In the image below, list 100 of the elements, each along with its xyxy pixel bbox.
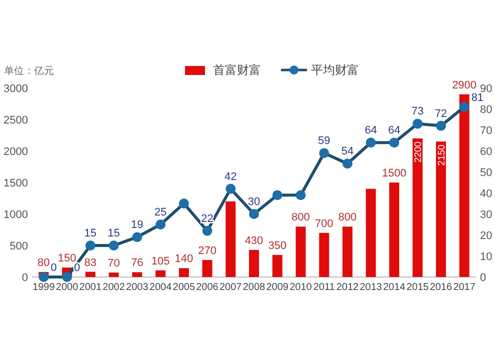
y2-tick-label: 20: [480, 230, 492, 242]
data-label: 64: [388, 124, 400, 137]
data-label: 73: [411, 106, 424, 118]
data-label: 800: [292, 212, 310, 224]
x-tick-label: 2008: [242, 282, 266, 293]
bar: [389, 182, 400, 277]
x-tick-label: 2013: [360, 282, 382, 293]
point: [156, 220, 166, 230]
y2-tick-label: 80: [480, 104, 492, 116]
point: [319, 148, 330, 158]
data-label: 80: [38, 256, 50, 269]
bar: [319, 232, 330, 277]
x-tick-label: 2002: [102, 282, 126, 293]
x-tick-label: 2001: [79, 282, 102, 293]
bar: [132, 272, 142, 277]
data-label: 54: [341, 146, 354, 158]
y-tick-label: 0: [22, 272, 28, 284]
x-tick-label: 2012: [336, 282, 360, 293]
data-label: 140: [174, 253, 194, 266]
data-label: 700: [314, 218, 334, 230]
data-label: 0: [74, 262, 80, 274]
data-label: 59: [318, 135, 330, 148]
x-tick-label: 2010: [290, 282, 312, 293]
y2-tick-label: 60: [480, 146, 492, 158]
bar: [342, 226, 352, 277]
legend-label: 首富财富: [213, 63, 261, 77]
bar: [412, 138, 423, 277]
y-tick-label: 1000: [4, 209, 28, 221]
data-label: 15: [84, 228, 97, 240]
bar: [202, 260, 212, 277]
data-label: 19: [131, 219, 144, 232]
data-label: 2200: [413, 141, 424, 163]
point: [412, 118, 423, 129]
x-tick-label: 2016: [430, 282, 453, 293]
data-label: 150: [58, 252, 76, 265]
point: [249, 209, 259, 219]
x-tick-label: 2017: [453, 282, 476, 293]
point: [108, 240, 119, 250]
y2-tick-label: 10: [480, 251, 492, 263]
y-tick-label: 2500: [4, 114, 28, 126]
x-tick-label: 2000: [56, 282, 79, 293]
point: [85, 240, 96, 250]
point: [272, 190, 282, 200]
bar: [436, 142, 446, 277]
data-label: 105: [151, 255, 170, 268]
data-label: 64: [364, 124, 377, 137]
bar: [459, 94, 470, 277]
y2-tick-label: 30: [480, 209, 492, 221]
point: [436, 120, 446, 131]
bar: [178, 268, 189, 277]
x-tick-label: 2003: [126, 282, 149, 293]
data-label: 430: [244, 234, 264, 247]
x-tick-label: 2007: [220, 282, 242, 293]
point: [62, 272, 72, 282]
data-label: 15: [108, 228, 120, 240]
y-tick-label: 3000: [4, 83, 28, 95]
point: [178, 198, 189, 208]
text: 单位：亿元: [4, 65, 54, 77]
x-tick-label: 2011: [313, 282, 336, 293]
data-label: 42: [224, 170, 237, 183]
data-label: 2900: [452, 79, 477, 92]
y2-tick-label: 50: [480, 167, 492, 179]
point: [38, 272, 49, 282]
point: [342, 158, 352, 169]
x-tick-label: 2014: [383, 282, 406, 293]
data-label: 30: [248, 196, 260, 208]
data-label: 350: [268, 240, 287, 252]
data-label: 76: [131, 257, 144, 270]
data-label: 1500: [382, 168, 406, 180]
data-label: 72: [434, 108, 448, 120]
point: [389, 138, 400, 148]
point: [132, 232, 142, 242]
y2-tick-label: 70: [480, 125, 492, 137]
y-tick-label: 1500: [4, 178, 28, 190]
bar: [249, 250, 259, 277]
data-label: 800: [338, 212, 357, 224]
data-label: 0: [50, 262, 57, 274]
point: [459, 102, 470, 112]
x-tick-label: 2005: [172, 282, 196, 293]
bar: [85, 272, 96, 277]
point: [226, 184, 236, 194]
point: [366, 138, 376, 148]
bar: [108, 272, 119, 277]
data-label: 2150: [436, 144, 448, 166]
data-label: 70: [108, 258, 120, 270]
bar: [272, 254, 282, 277]
y-tick-label: 2000: [4, 146, 28, 158]
data-label: 25: [154, 206, 167, 218]
y2-tick-label: 0: [480, 272, 486, 284]
x-tick-label: 2015: [406, 282, 430, 293]
bar: [296, 226, 306, 277]
data-label: 83: [84, 256, 97, 269]
x-tick-label: 1999: [32, 282, 56, 293]
x-tick-label: 2006: [196, 282, 219, 293]
data-label: 270: [198, 244, 216, 257]
bar: [366, 188, 376, 277]
bar: [226, 201, 236, 277]
x-tick-label: 2009: [266, 282, 289, 293]
legend-label: 平均财富: [311, 63, 359, 77]
y-tick-label: 500: [10, 240, 28, 252]
